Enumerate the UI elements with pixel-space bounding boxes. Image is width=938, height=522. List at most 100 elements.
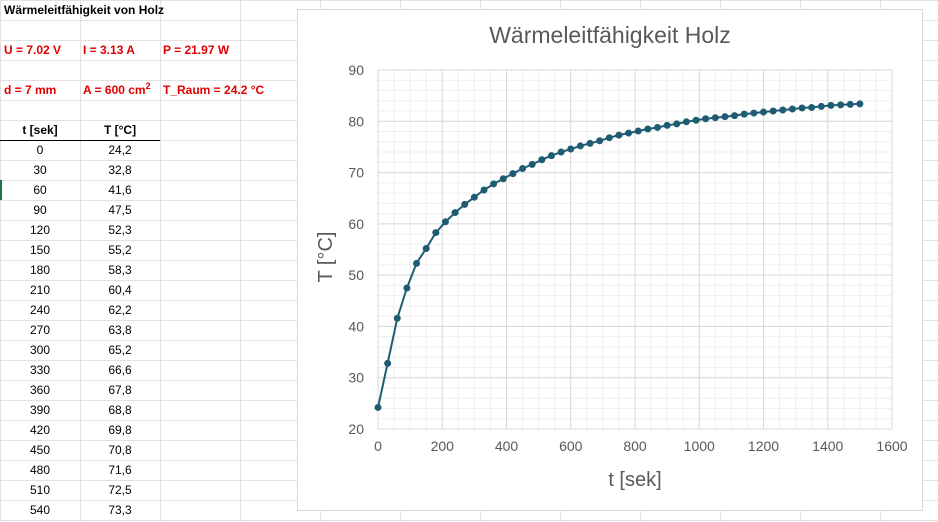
selected-cell-marker bbox=[0, 180, 2, 200]
data-point bbox=[856, 100, 864, 108]
table-cell-time[interactable]: 480 bbox=[29, 463, 51, 477]
table-cell-temp[interactable]: 58,3 bbox=[108, 263, 132, 277]
data-point bbox=[673, 120, 681, 128]
x-tick-label: 1000 bbox=[684, 438, 715, 454]
data-point bbox=[538, 156, 546, 164]
table-cell-temp[interactable]: 52,3 bbox=[108, 223, 132, 237]
table-cell-time[interactable]: 510 bbox=[29, 483, 51, 497]
data-point bbox=[721, 113, 729, 121]
table-cell-time[interactable]: 0 bbox=[36, 143, 44, 157]
x-tick-label: 200 bbox=[431, 438, 455, 454]
table-cell-temp[interactable]: 24,2 bbox=[108, 143, 132, 157]
data-point bbox=[470, 193, 478, 201]
table-cell-time[interactable]: 60 bbox=[33, 183, 47, 197]
table-cell-time[interactable]: 330 bbox=[29, 363, 51, 377]
table-cell-time[interactable]: 150 bbox=[29, 243, 51, 257]
data-point bbox=[827, 101, 835, 109]
data-point bbox=[413, 259, 421, 267]
table-cell-temp[interactable]: 41,6 bbox=[108, 183, 132, 197]
x-axis-label: t [sek] bbox=[608, 469, 661, 491]
header-divider bbox=[0, 140, 160, 141]
data-point bbox=[808, 103, 816, 111]
data-point bbox=[384, 359, 392, 367]
line-chart: 0 200 400 600 800 1000 1200 1400 1600 20 30 40 50 60 7… bbox=[315, 22, 908, 491]
table-cell-temp[interactable]: 65,2 bbox=[108, 343, 132, 357]
table-cell-time[interactable]: 90 bbox=[33, 203, 47, 217]
param-room-temp[interactable]: T_Raum = 24.2 °C bbox=[163, 83, 265, 97]
param-area-value: A = 600 cm bbox=[83, 83, 146, 97]
table-cell-time[interactable]: 120 bbox=[29, 223, 51, 237]
data-point bbox=[432, 229, 440, 237]
param-voltage[interactable]: U = 7.02 V bbox=[4, 43, 62, 57]
table-header-temp[interactable]: T [°C] bbox=[103, 123, 137, 137]
table-cell-temp[interactable]: 71,6 bbox=[108, 463, 132, 477]
data-point bbox=[731, 112, 739, 120]
table-cell-temp[interactable]: 63,8 bbox=[108, 323, 132, 337]
data-point bbox=[740, 110, 748, 118]
table-cell-temp[interactable]: 60,4 bbox=[108, 283, 132, 297]
data-point bbox=[634, 127, 642, 135]
y-tick-label: 40 bbox=[348, 318, 364, 334]
data-point bbox=[547, 152, 555, 160]
table-cell-temp[interactable]: 69,8 bbox=[108, 423, 132, 437]
data-point bbox=[653, 123, 661, 131]
data-point bbox=[393, 314, 401, 322]
data-point bbox=[682, 118, 690, 126]
data-point bbox=[663, 121, 671, 129]
table-cell-time[interactable]: 450 bbox=[29, 443, 51, 457]
table-cell-temp[interactable]: 55,2 bbox=[108, 243, 132, 257]
table-cell-temp[interactable]: 68,8 bbox=[108, 403, 132, 417]
table-cell-temp[interactable]: 32,8 bbox=[108, 163, 132, 177]
data-point bbox=[451, 209, 459, 217]
data-point bbox=[788, 105, 796, 113]
table-cell-time[interactable]: 210 bbox=[29, 283, 51, 297]
table-cell-time[interactable]: 180 bbox=[29, 263, 51, 277]
y-axis-label: T [°C] bbox=[315, 232, 337, 283]
x-tick-label: 0 bbox=[374, 438, 382, 454]
table-cell-time[interactable]: 30 bbox=[33, 163, 47, 177]
table-cell-time[interactable]: 360 bbox=[29, 383, 51, 397]
table-cell-temp[interactable]: 47,5 bbox=[108, 203, 132, 217]
x-tick-label: 1400 bbox=[812, 438, 843, 454]
table-cell-temp[interactable]: 62,2 bbox=[108, 303, 132, 317]
y-tick-label: 50 bbox=[348, 267, 364, 283]
table-cell-temp[interactable]: 66,6 bbox=[108, 363, 132, 377]
x-tick-label: 600 bbox=[559, 438, 583, 454]
table-cell-temp[interactable]: 73,3 bbox=[108, 503, 132, 517]
data-point bbox=[499, 175, 507, 183]
table-cell-temp[interactable]: 70,8 bbox=[108, 443, 132, 457]
param-area-exponent: 2 bbox=[145, 81, 151, 91]
param-current[interactable]: I = 3.13 A bbox=[83, 43, 135, 57]
sheet-title[interactable]: Wärmeleitfähigkeit von Holz bbox=[4, 3, 165, 17]
table-header-time[interactable]: t [sek] bbox=[22, 123, 58, 137]
table-cell-time[interactable]: 270 bbox=[29, 323, 51, 337]
table-cell-temp[interactable]: 72,5 bbox=[108, 483, 132, 497]
table-cell-temp[interactable]: 67,8 bbox=[108, 383, 132, 397]
table-cell-time[interactable]: 540 bbox=[29, 503, 51, 517]
x-tick-label: 400 bbox=[495, 438, 519, 454]
data-point bbox=[846, 100, 854, 108]
y-tick-label: 60 bbox=[348, 216, 364, 232]
data-point bbox=[837, 101, 845, 109]
y-tick-label: 20 bbox=[348, 421, 364, 437]
table-cell-time[interactable]: 300 bbox=[29, 343, 51, 357]
data-point bbox=[441, 218, 449, 226]
param-power[interactable]: P = 21.97 W bbox=[163, 43, 230, 57]
data-point bbox=[625, 129, 633, 137]
param-area[interactable]: A = 600 cm2 bbox=[83, 80, 151, 100]
param-thickness[interactable]: d = 7 mm bbox=[4, 83, 57, 97]
x-tick-label: 800 bbox=[623, 438, 647, 454]
data-point bbox=[779, 106, 787, 114]
y-tick-label: 30 bbox=[348, 370, 364, 386]
data-point bbox=[644, 125, 652, 133]
chart-area[interactable]: 0 200 400 600 800 1000 1200 1400 1600 20 30 40 50 60 7… bbox=[297, 9, 923, 511]
data-point bbox=[692, 116, 700, 124]
table-cell-time[interactable]: 420 bbox=[29, 423, 51, 437]
table-cell-time[interactable]: 390 bbox=[29, 403, 51, 417]
table-cell-time[interactable]: 240 bbox=[29, 303, 51, 317]
data-point bbox=[702, 115, 710, 123]
data-point bbox=[528, 160, 536, 168]
y-tick-label: 80 bbox=[348, 113, 364, 129]
data-point bbox=[374, 403, 382, 411]
data-point bbox=[490, 180, 498, 188]
